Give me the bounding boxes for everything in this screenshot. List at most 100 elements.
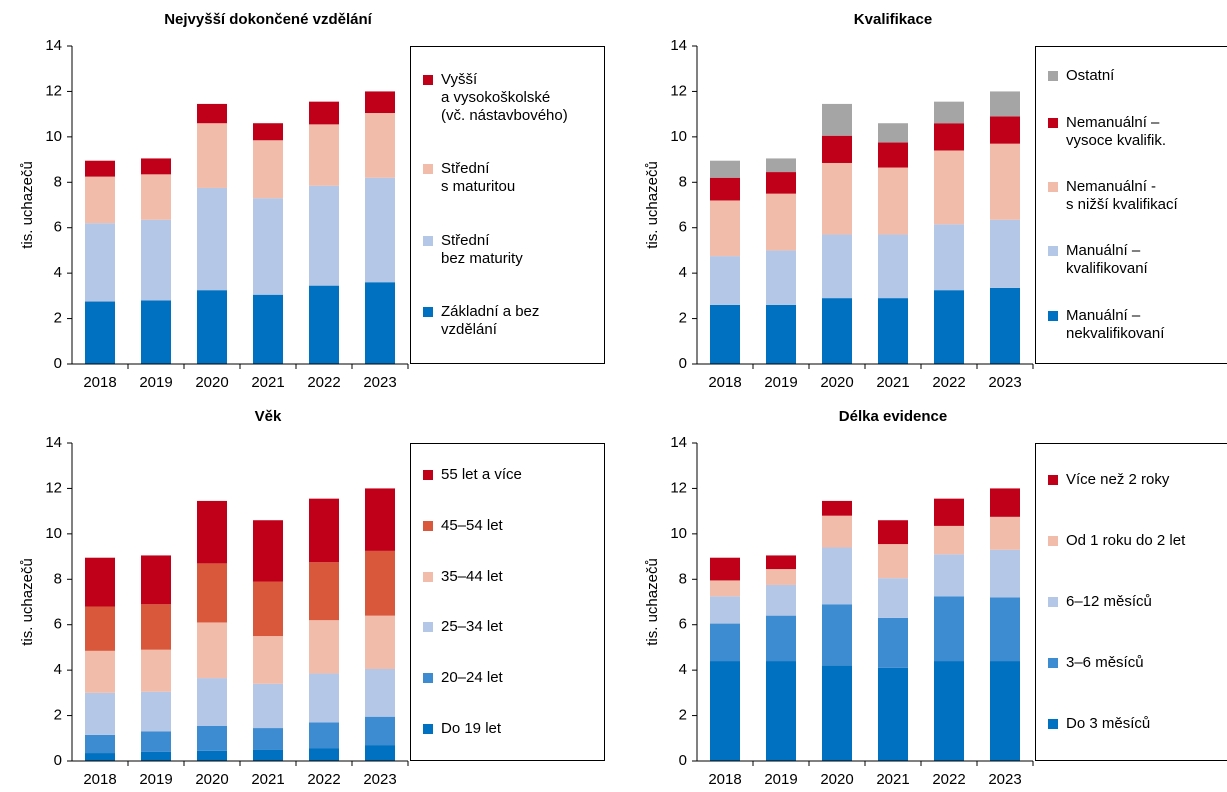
legend-swatch xyxy=(1048,181,1058,192)
bar-segment xyxy=(934,525,964,555)
x-tick-label: 2023 xyxy=(988,771,1021,788)
y-tick-label: 12 xyxy=(670,82,687,99)
legend-item: 25–34 let xyxy=(423,618,600,636)
legend-item: 45–54 let xyxy=(423,517,600,535)
bar-segment xyxy=(85,301,115,364)
legend-label: Nemanuální - s nižší kvalifikací xyxy=(1066,177,1178,213)
y-tick-label: 12 xyxy=(670,479,687,496)
bar-segment xyxy=(766,615,796,662)
y-tick-label: 6 xyxy=(679,616,687,633)
y-tick-label: 14 xyxy=(670,434,687,451)
x-tick-label: 2023 xyxy=(988,374,1021,391)
legend-label: Střední s maturitou xyxy=(441,160,516,196)
legend-label: Nemanuální – vysoce kvalifik. xyxy=(1066,113,1167,149)
legend-item: Manuální – nekvalifikovaní xyxy=(1048,307,1225,343)
bar-segment xyxy=(197,678,227,726)
bar-segment xyxy=(197,725,227,751)
legend-swatch xyxy=(423,164,433,175)
y-tick-label: 6 xyxy=(54,219,62,236)
legend: 55 let a více 45–54 let 35–44 let 25–34 let… xyxy=(410,443,605,761)
legend-label: 45–54 let xyxy=(441,516,503,534)
legend-item: Manuální – kvalifikovaní xyxy=(1048,242,1225,278)
legend-item: Střední s maturitou xyxy=(423,160,600,196)
legend-item: Vyšší a vysokoškolské (vč. nástavbového) xyxy=(423,71,600,125)
legend-swatch xyxy=(423,622,433,633)
legend-item: Do 3 měsíců xyxy=(1048,715,1225,733)
legend-item: Nemanuální - s nižší kvalifikací xyxy=(1048,178,1225,214)
bar-segment xyxy=(85,650,115,693)
bar-segment xyxy=(878,123,908,143)
y-tick-label: 10 xyxy=(670,128,687,145)
x-tick-label: 2021 xyxy=(876,771,909,788)
legend-swatch xyxy=(1048,536,1058,547)
x-tick-label: 2020 xyxy=(820,771,853,788)
legend: Více než 2 roky Od 1 roku do 2 let 6–12 mě… xyxy=(1035,443,1227,761)
bar-segment xyxy=(934,150,964,225)
chart: Délka evidence tis. uchazečů 0 2 4 6 8 10 12 14 20… xyxy=(644,408,1034,788)
y-axis-label: tis. uchazečů xyxy=(644,558,661,646)
bar-segment xyxy=(365,745,395,761)
chart-title: Nejvyšší dokončené vzdělání xyxy=(164,11,372,28)
x-tick-label: 2019 xyxy=(764,374,797,391)
y-tick-label: 0 xyxy=(679,355,687,372)
bar-segment xyxy=(990,219,1020,288)
legend-swatch xyxy=(1048,310,1058,321)
legend-label: Od 1 roku do 2 let xyxy=(1066,532,1186,550)
bar-segment xyxy=(878,142,908,168)
bar-segment xyxy=(822,234,852,299)
bar-segment xyxy=(878,667,908,761)
x-tick-label: 2022 xyxy=(932,374,965,391)
legend-label: Střední bez maturity xyxy=(441,231,523,267)
bar-segment xyxy=(365,177,395,283)
x-tick-label: 2019 xyxy=(139,374,172,391)
legend-item: Více než 2 roky xyxy=(1048,471,1225,489)
x-tick-label: 2021 xyxy=(251,374,284,391)
x-tick-label: 2023 xyxy=(363,374,396,391)
bar-segment xyxy=(309,285,339,364)
bar-segment xyxy=(710,256,740,305)
bar-segment xyxy=(766,172,796,194)
bar-segment xyxy=(710,304,740,364)
bar-segment xyxy=(197,750,227,761)
y-tick-label: 10 xyxy=(45,525,62,542)
bar-segment xyxy=(253,198,283,295)
y-tick-label: 2 xyxy=(54,707,62,724)
bar-segment xyxy=(309,562,339,621)
x-tick-label: 2022 xyxy=(307,374,340,391)
y-tick-label: 14 xyxy=(670,37,687,54)
chart-title: Kvalifikace xyxy=(854,11,932,28)
bar-segment xyxy=(934,290,964,364)
legend-label: Do 19 let xyxy=(441,719,502,737)
y-tick-label: 12 xyxy=(45,82,62,99)
legend-item: Od 1 roku do 2 let xyxy=(1048,532,1225,550)
bar-segment xyxy=(309,673,339,723)
bar-segment xyxy=(822,515,852,548)
bar-segment xyxy=(822,547,852,605)
legend-label: Do 3 měsíců xyxy=(1066,714,1151,732)
bar-segment xyxy=(253,140,283,199)
y-tick-label: 8 xyxy=(54,173,62,190)
y-tick-label: 0 xyxy=(54,355,62,372)
bar-segment xyxy=(822,665,852,761)
bar-segment xyxy=(85,160,115,177)
bar-segment xyxy=(85,692,115,735)
bar-segment xyxy=(365,91,395,114)
bar-segment xyxy=(822,500,852,516)
bar-segment xyxy=(141,731,171,752)
bar-segment xyxy=(934,596,964,662)
bar-segment xyxy=(710,557,740,581)
legend-label: Ostatní xyxy=(1066,67,1115,85)
bar-segment xyxy=(197,290,227,364)
bar-segment xyxy=(141,174,171,220)
y-tick-label: 2 xyxy=(54,310,62,327)
legend-label: Vyšší a vysokoškolské (vč. nástavbového) xyxy=(441,70,568,124)
bar-segment xyxy=(878,544,908,579)
x-tick-label: 2018 xyxy=(83,374,116,391)
bar-segment xyxy=(309,722,339,749)
bar-segment xyxy=(309,498,339,563)
bar-segment xyxy=(365,282,395,364)
legend-label: Více než 2 roky xyxy=(1066,471,1170,489)
x-tick-label: 2020 xyxy=(195,771,228,788)
legend-swatch xyxy=(423,307,433,318)
bar-segment xyxy=(710,596,740,624)
